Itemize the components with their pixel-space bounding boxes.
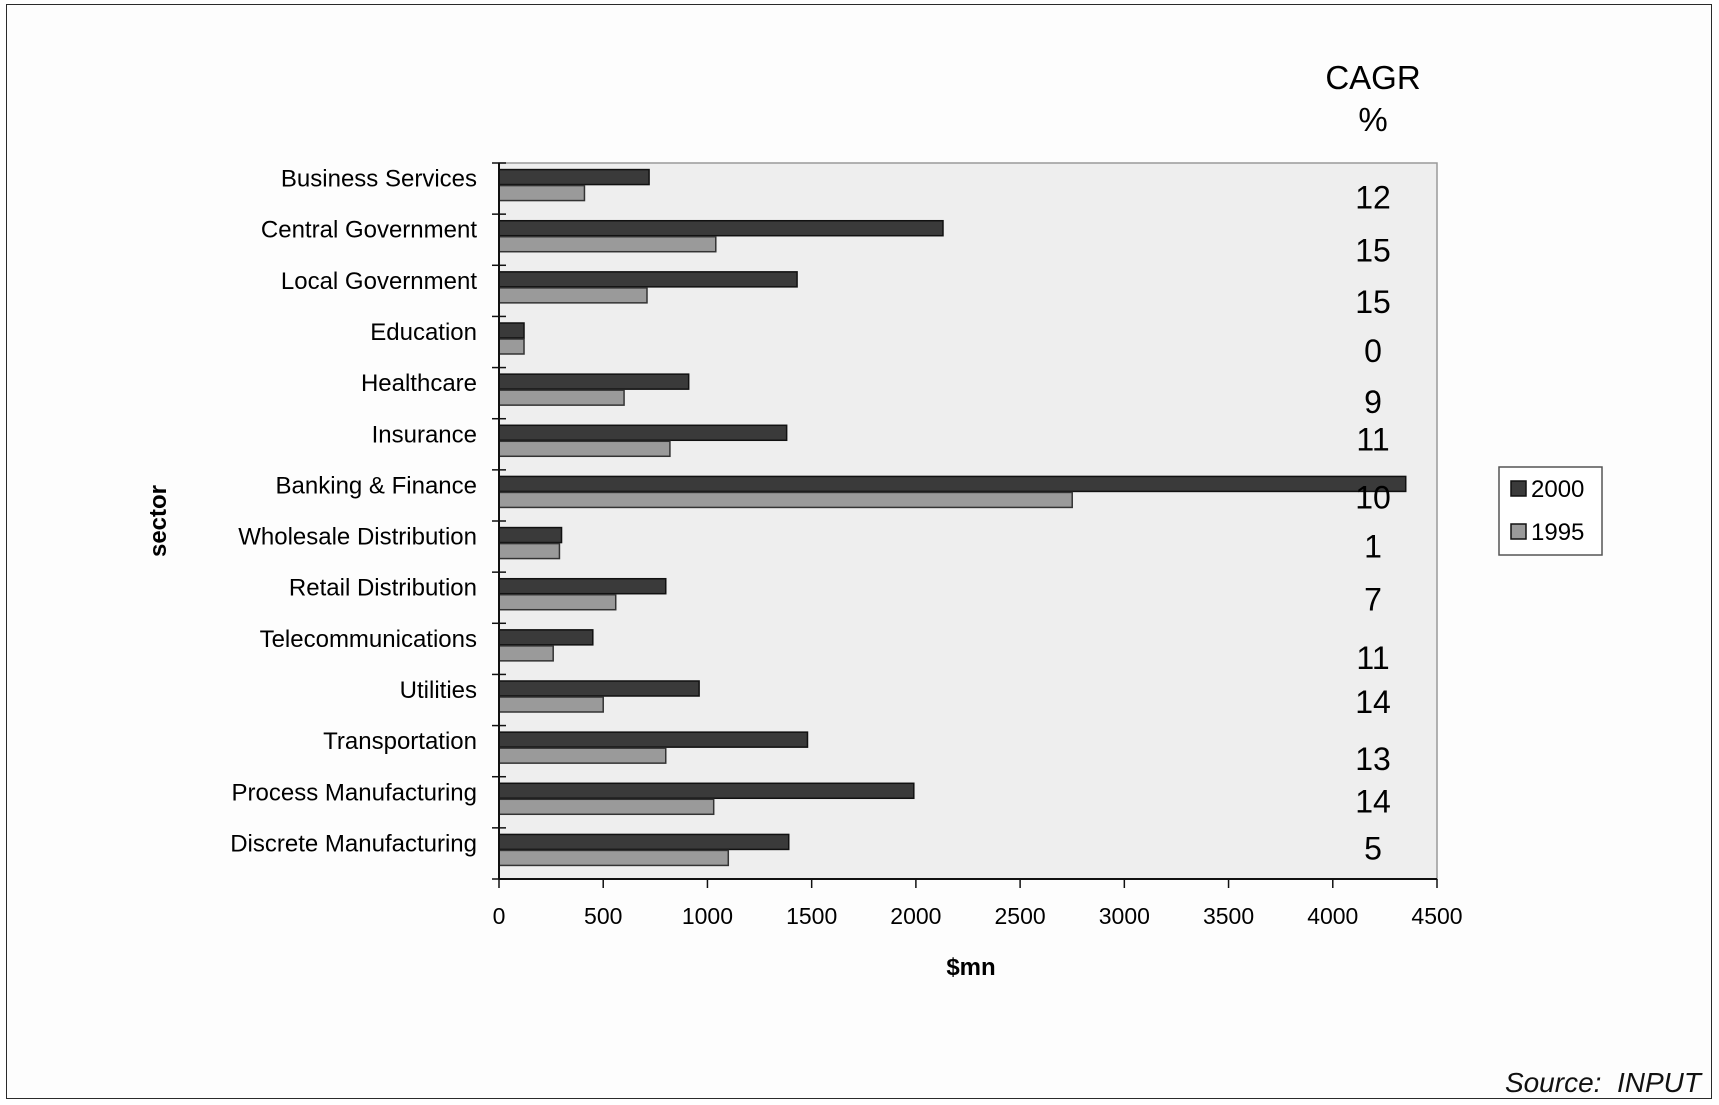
bar-1995-12 <box>498 798 715 816</box>
x-tick-label: 0 <box>493 903 506 929</box>
legend-label: 1995 <box>1531 519 1584 546</box>
cagr-value: 7 <box>1364 582 1382 618</box>
cagr-value: 5 <box>1364 830 1382 866</box>
cagr-value: 14 <box>1355 783 1391 819</box>
x-axis-title: $mn <box>946 954 995 981</box>
bar-1995-5 <box>498 440 671 458</box>
cagr-value: 0 <box>1364 333 1382 369</box>
cagr-value: 9 <box>1364 384 1382 420</box>
bar-2000-1 <box>498 219 944 237</box>
x-tick-label: 2500 <box>995 903 1046 929</box>
legend-label: 2000 <box>1531 476 1584 503</box>
category-label: Transportation <box>323 728 477 755</box>
bar-1995-8 <box>498 593 617 611</box>
category-label: Local Government <box>281 268 477 295</box>
cagr-value: 13 <box>1355 741 1391 777</box>
bar-1995-3 <box>498 338 525 355</box>
plot-area <box>498 162 1438 880</box>
bar-2000-11 <box>498 731 809 748</box>
bar-2000-4 <box>498 373 690 390</box>
bar-1995-7 <box>498 542 561 560</box>
y-axis-title: sector <box>145 485 172 557</box>
bar-1995-10 <box>498 696 604 713</box>
bar-1995-1 <box>498 235 717 253</box>
cagr-value: 1 <box>1364 529 1382 565</box>
bar-2000-10 <box>498 680 700 697</box>
x-tick-label: 3500 <box>1203 903 1254 929</box>
cagr-value: 10 <box>1355 479 1391 515</box>
legend-swatch-2000 <box>1510 480 1527 497</box>
x-tick-label: 2000 <box>890 903 941 929</box>
bar-1995-6 <box>498 491 1073 509</box>
cagr-value: 11 <box>1356 640 1389 676</box>
bar-1995-4 <box>498 389 625 406</box>
x-tick-label: 1000 <box>682 903 733 929</box>
bar-1995-13 <box>498 849 730 867</box>
cagr-value: 15 <box>1355 233 1391 269</box>
cagr-value: 15 <box>1355 284 1391 320</box>
bar-2000-9 <box>498 629 594 646</box>
category-label: Education <box>370 319 477 346</box>
category-label: Retail Distribution <box>289 575 477 602</box>
x-tick-label: 1500 <box>786 903 837 929</box>
legend-swatch-1995 <box>1510 523 1527 540</box>
x-tick-label: 3000 <box>1099 903 1150 929</box>
bar-2000-13 <box>498 833 790 851</box>
category-label: Utilities <box>400 677 477 704</box>
bar-2000-5 <box>498 424 788 442</box>
source-note: Source: INPUT <box>1504 1067 1701 1098</box>
bar-2000-3 <box>498 322 525 339</box>
category-label: Healthcare <box>361 370 477 397</box>
x-tick-label: 4500 <box>1411 903 1462 929</box>
bar-2000-0 <box>498 168 650 186</box>
category-label: Process Manufacturing <box>232 779 477 806</box>
category-label: Insurance <box>372 421 477 448</box>
bar-2000-8 <box>498 577 667 595</box>
category-label: Business Services <box>281 166 477 193</box>
bar-1995-2 <box>498 287 648 304</box>
bar-1995-9 <box>498 645 554 662</box>
bar-2000-7 <box>498 526 563 544</box>
cagr-value: 11 <box>1356 421 1389 457</box>
bar-2000-6 <box>498 475 1407 493</box>
category-label: Banking & Finance <box>276 472 477 499</box>
x-tick-label: 4000 <box>1307 903 1358 929</box>
category-label: Wholesale Distribution <box>238 524 477 551</box>
cagr-value: 14 <box>1355 684 1391 720</box>
category-label: Discrete Manufacturing <box>230 830 477 857</box>
cagr-header-unit: % <box>1358 101 1387 138</box>
category-label: Telecommunications <box>260 626 477 653</box>
category-label: Central Government <box>261 217 477 244</box>
bar-1995-0 <box>498 184 586 202</box>
bar-2000-2 <box>498 271 798 288</box>
x-tick-label: 500 <box>584 903 622 929</box>
cagr-header: CAGR <box>1325 59 1420 96</box>
cagr-value: 12 <box>1355 180 1391 216</box>
bar-1995-11 <box>498 747 667 764</box>
bar-2000-12 <box>498 782 915 800</box>
